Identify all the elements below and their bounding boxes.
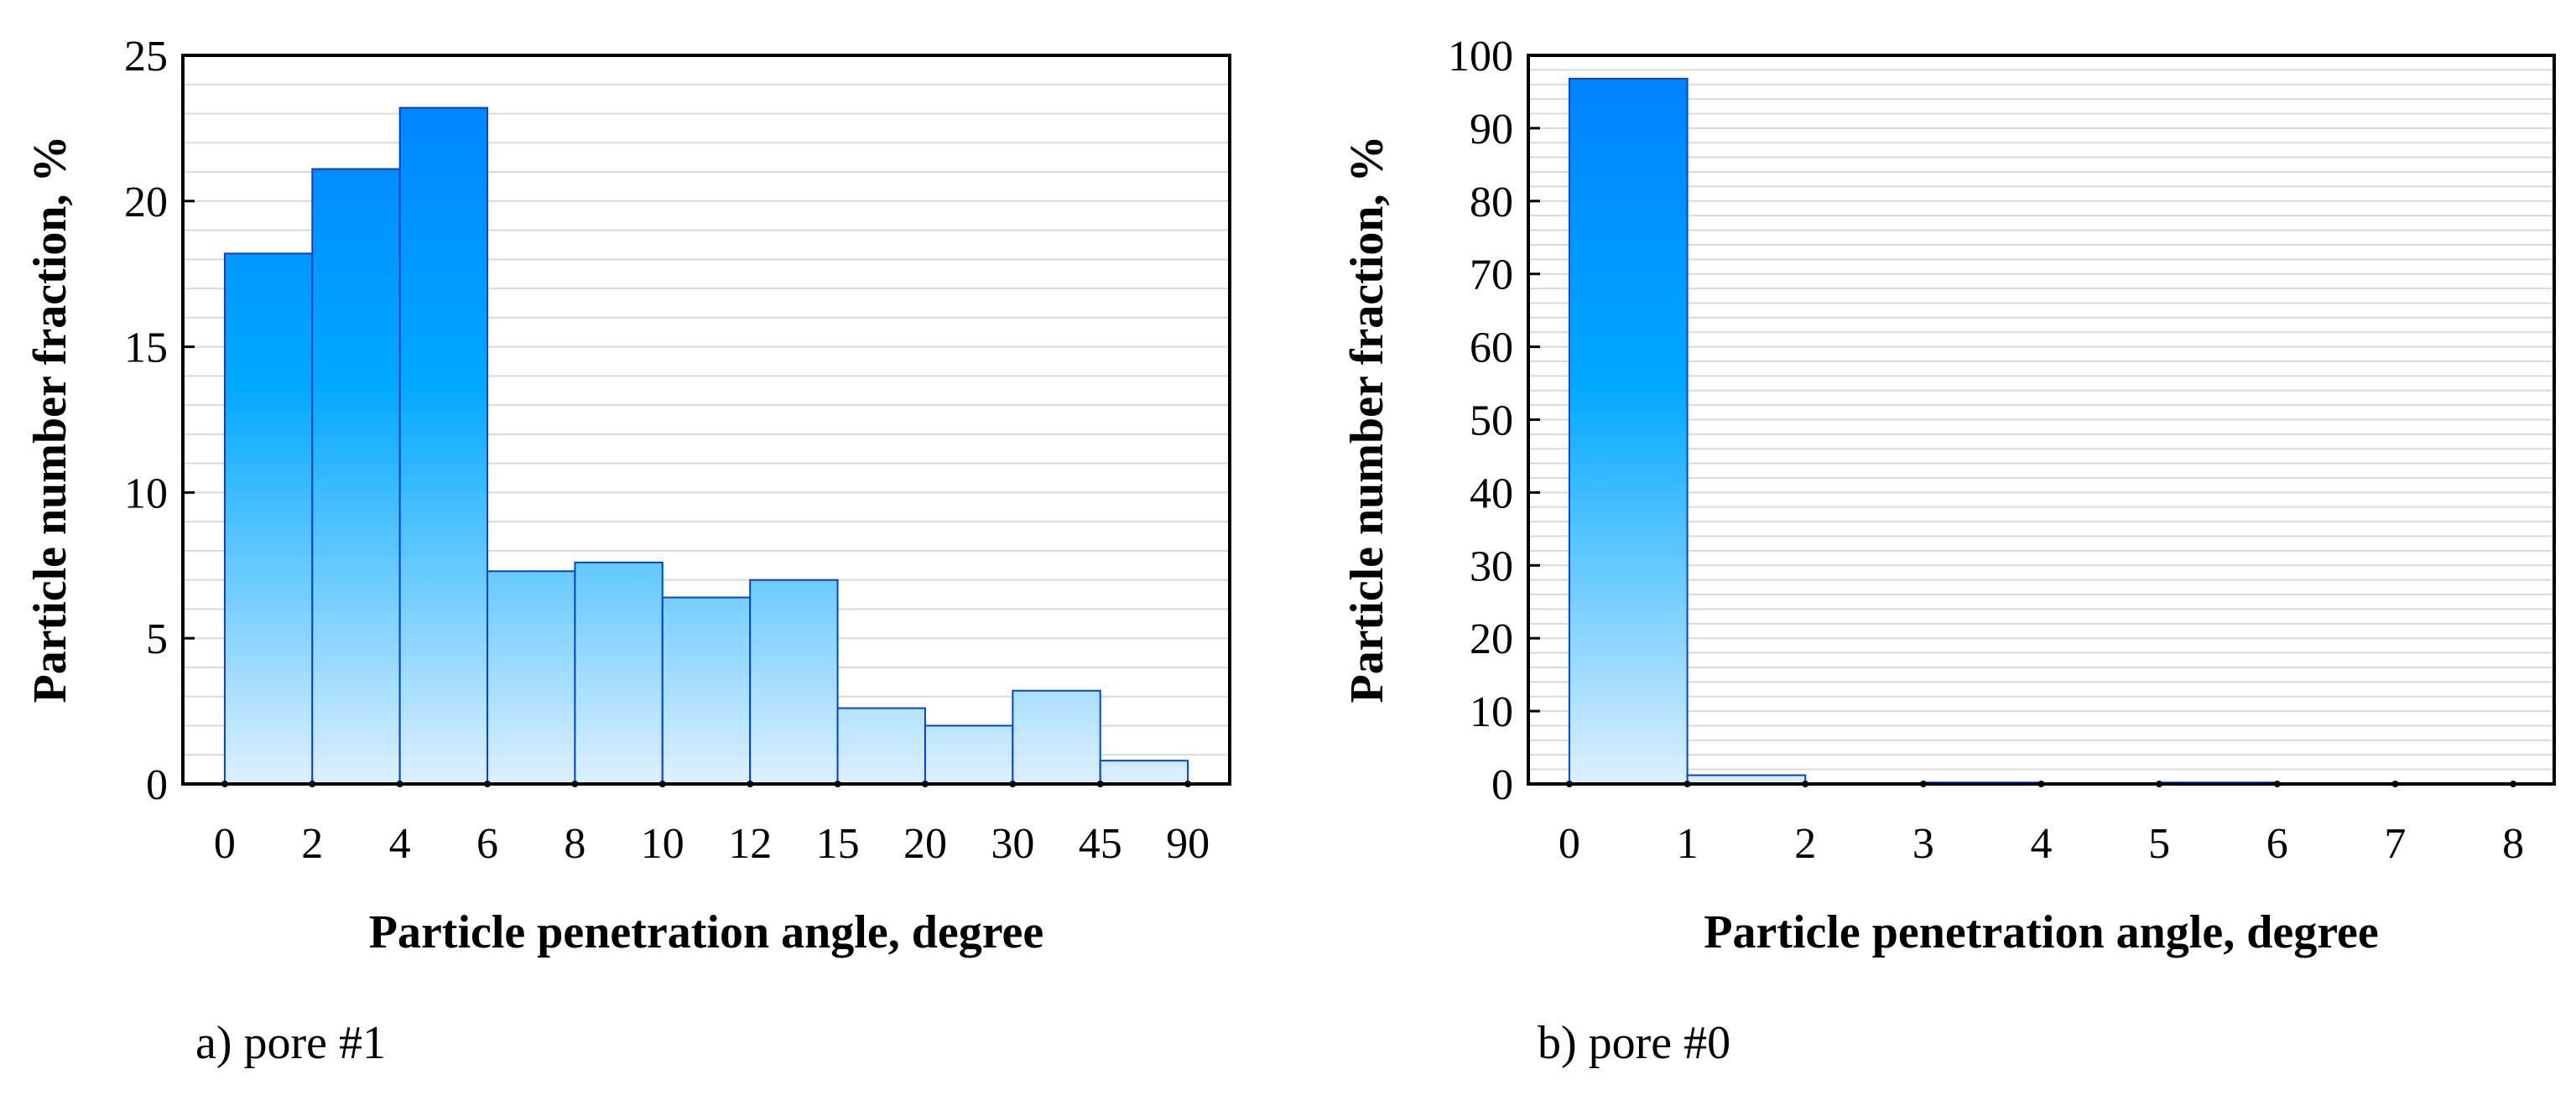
x-tick-label: 2 — [1794, 820, 1816, 868]
x-tick-label: 0 — [214, 820, 236, 868]
y-tick-label: 100 — [1448, 33, 1513, 80]
bar — [1012, 689, 1101, 786]
x-tick-mark — [309, 781, 316, 787]
x-axis: 0 1 2 3 4 5 6 7 8 — [1559, 781, 2524, 868]
bar — [223, 252, 314, 786]
y-axis-title: Particle number fraction, % — [24, 135, 76, 703]
x-tick-label: 8 — [2502, 820, 2524, 868]
x-tick-label: 5 — [2148, 820, 2170, 868]
y-tick-label: 15 — [124, 324, 168, 372]
x-tick-mark — [1184, 781, 1192, 787]
bar — [749, 579, 839, 785]
y-tick-label: 80 — [1470, 179, 1513, 226]
x-tick-mark — [834, 781, 841, 787]
x-tick-label: 4 — [389, 820, 411, 868]
x-tick-mark — [747, 781, 754, 787]
bar — [836, 707, 926, 786]
y-tick-label: 25 — [124, 33, 168, 80]
x-tick-mark — [2037, 781, 2045, 787]
bar — [398, 106, 489, 785]
x-tick-mark — [2156, 781, 2163, 787]
bars — [223, 106, 1189, 786]
x-tick-mark — [1684, 781, 1691, 787]
x-tick-label: 20 — [903, 820, 947, 868]
y-tick-label: 10 — [124, 470, 168, 517]
bar — [1099, 760, 1189, 786]
x-tick-label: 45 — [1079, 820, 1122, 868]
x-tick-label: 90 — [1166, 820, 1210, 868]
x-tick-mark — [1919, 781, 1927, 787]
y-tick-label: 0 — [1491, 761, 1513, 809]
x-tick-label: 4 — [2031, 820, 2053, 868]
plot-frame — [181, 54, 1231, 786]
bar — [924, 724, 1014, 785]
chart-pore-0: 0 10 20 30 40 50 60 70 80 90 100 0 1 2 3 4 5 6 7 8 Particle … — [1341, 33, 2556, 1069]
x-tick-label: 2 — [301, 820, 323, 868]
y-tick-label: 90 — [1470, 106, 1513, 153]
y-tick-label: 40 — [1470, 470, 1513, 517]
panel-caption: a) pore #1 — [195, 1017, 386, 1069]
x-tick-label: 12 — [728, 820, 772, 868]
bar — [574, 561, 664, 785]
x-tick-mark — [221, 781, 228, 787]
x-tick-mark — [1009, 781, 1017, 787]
x-tick-mark — [484, 781, 492, 787]
bar — [311, 168, 401, 785]
x-tick-mark — [1802, 781, 1809, 787]
y-tick-label: 20 — [124, 179, 168, 226]
y-axis-title: Particle number fraction, % — [1341, 135, 1393, 703]
x-tick-label: 15 — [816, 820, 860, 868]
y-tick-label: 20 — [1470, 615, 1513, 663]
x-tick-mark — [921, 781, 929, 787]
x-tick-label: 1 — [1677, 820, 1699, 868]
y-tick-label: 50 — [1470, 397, 1513, 445]
y-axis: 0 5 10 15 20 25 — [124, 33, 195, 809]
x-tick-mark — [2273, 781, 2281, 787]
gridlines — [1528, 69, 2554, 771]
y-tick-label: 30 — [1470, 542, 1513, 590]
x-tick-mark — [1096, 781, 1104, 787]
x-tick-label: 3 — [1912, 820, 1934, 868]
x-tick-mark — [658, 781, 666, 787]
chart-pore-1: 0 5 10 15 20 25 0 2 4 6 8 10 12 15 20 30 45 90 Particle pe… — [24, 33, 1231, 1069]
bars — [1568, 77, 2278, 786]
x-tick-label: 0 — [1559, 820, 1580, 868]
bar — [1568, 77, 1689, 786]
bar — [661, 596, 752, 786]
x-tick-mark — [1565, 781, 1573, 787]
x-axis-title: Particle penetration angle, degree — [1704, 906, 2379, 958]
x-axis-title: Particle penetration angle, degree — [369, 906, 1044, 958]
panel-caption: b) pore #0 — [1538, 1017, 1730, 1069]
y-tick-label: 60 — [1470, 324, 1513, 372]
bar — [487, 570, 576, 786]
x-tick-label: 6 — [476, 820, 498, 868]
x-tick-mark — [2391, 781, 2399, 787]
x-tick-mark — [396, 781, 403, 787]
x-tick-label: 6 — [2266, 820, 2288, 868]
x-tick-mark — [571, 781, 579, 787]
x-axis: 0 2 4 6 8 10 12 15 20 30 45 90 — [214, 781, 1210, 868]
y-axis: 0 10 20 30 40 50 60 70 80 90 100 — [1448, 33, 1540, 809]
y-tick-label: 10 — [1470, 688, 1513, 736]
x-tick-label: 7 — [2384, 820, 2406, 868]
x-tick-label: 8 — [564, 820, 585, 868]
y-tick-label: 70 — [1470, 252, 1513, 299]
x-tick-mark — [2510, 781, 2517, 787]
x-tick-label: 10 — [641, 820, 684, 868]
y-tick-label: 5 — [146, 615, 168, 663]
y-tick-label: 0 — [146, 761, 168, 809]
x-tick-label: 30 — [991, 820, 1034, 868]
